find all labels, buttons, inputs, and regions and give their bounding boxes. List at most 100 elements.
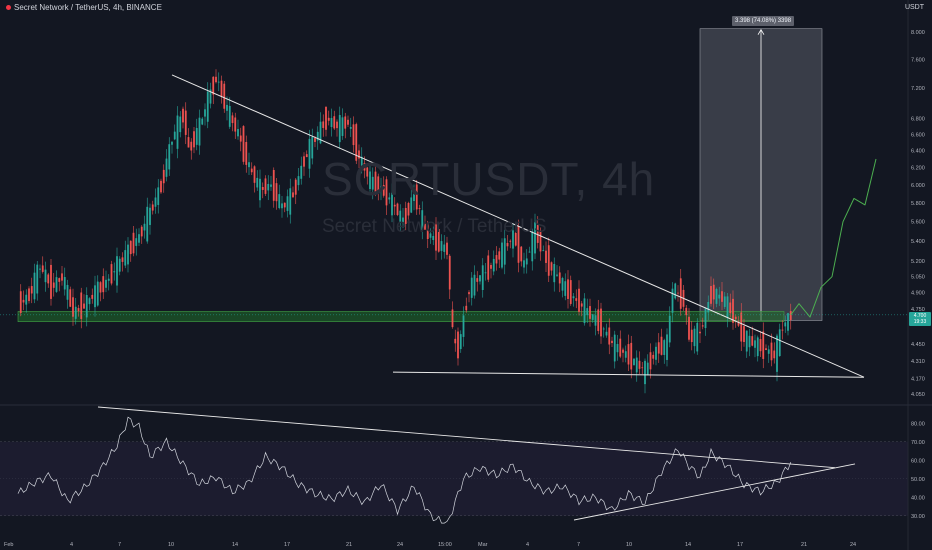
candle bbox=[638, 360, 641, 369]
candle bbox=[679, 278, 682, 309]
candle bbox=[74, 306, 77, 319]
price-tick-label: 5.800 bbox=[911, 201, 925, 207]
candle bbox=[311, 136, 314, 159]
candle bbox=[289, 188, 292, 215]
time-tick-label: 24 bbox=[397, 542, 403, 548]
candle bbox=[138, 234, 140, 243]
candle bbox=[338, 115, 341, 143]
candle bbox=[33, 272, 36, 300]
candle bbox=[635, 357, 638, 373]
candle bbox=[179, 116, 182, 133]
candle bbox=[308, 138, 311, 169]
price-tick-label: 7.200 bbox=[911, 86, 925, 92]
candle bbox=[363, 163, 366, 171]
time-tick-label: 14 bbox=[232, 542, 238, 548]
candle bbox=[509, 240, 512, 242]
candle bbox=[237, 129, 239, 137]
time-tick-label: 17 bbox=[284, 542, 290, 548]
candle bbox=[330, 117, 333, 127]
candle bbox=[569, 280, 572, 304]
candle bbox=[600, 308, 602, 337]
candle bbox=[135, 238, 138, 246]
time-tick-label: Feb bbox=[4, 542, 13, 548]
candle bbox=[704, 308, 707, 329]
time-tick-label: 24 bbox=[850, 542, 856, 548]
candle bbox=[657, 342, 660, 354]
candle bbox=[195, 127, 198, 145]
candle bbox=[776, 335, 778, 372]
candle bbox=[91, 294, 94, 299]
candle bbox=[536, 224, 539, 243]
candle bbox=[182, 108, 184, 123]
candle bbox=[127, 244, 129, 265]
candle bbox=[734, 316, 737, 320]
candle bbox=[322, 121, 325, 128]
candle bbox=[377, 176, 380, 194]
candle bbox=[366, 167, 369, 177]
rsi-line bbox=[17, 416, 792, 524]
candle bbox=[30, 286, 33, 294]
candle bbox=[399, 210, 402, 222]
candle bbox=[261, 186, 264, 190]
candle bbox=[253, 166, 256, 183]
candle bbox=[66, 284, 69, 300]
candle bbox=[619, 338, 622, 357]
price-tick-label: 4.900 bbox=[911, 291, 925, 297]
candle bbox=[580, 303, 583, 307]
candle bbox=[454, 338, 457, 344]
candle bbox=[778, 329, 781, 357]
candle bbox=[77, 308, 80, 312]
candle bbox=[767, 349, 770, 354]
candle bbox=[360, 156, 363, 171]
candle bbox=[729, 302, 732, 314]
candle bbox=[578, 288, 580, 312]
candle bbox=[666, 334, 668, 360]
candle bbox=[198, 117, 201, 146]
price-tick-label: 6.400 bbox=[911, 149, 925, 155]
candle bbox=[690, 329, 693, 343]
candle bbox=[168, 144, 171, 170]
candle bbox=[715, 288, 718, 304]
measure-label: 3.398 (74.08%) 3398 bbox=[732, 16, 795, 26]
price-tick-label: 4.750 bbox=[911, 307, 925, 313]
candle bbox=[393, 204, 396, 207]
candle bbox=[440, 241, 443, 251]
candle bbox=[344, 116, 347, 129]
candle bbox=[88, 298, 91, 305]
candle bbox=[473, 274, 476, 296]
candle bbox=[325, 106, 327, 130]
candle bbox=[41, 265, 44, 272]
candle bbox=[286, 196, 289, 211]
candle bbox=[36, 264, 39, 294]
candle bbox=[297, 176, 300, 186]
candle bbox=[39, 268, 41, 270]
candle bbox=[415, 184, 418, 210]
candle bbox=[413, 193, 415, 202]
candle bbox=[349, 127, 352, 129]
price-tick-label: 7.600 bbox=[911, 57, 925, 63]
symbol-header[interactable]: Secret Network / TetherUS, 4h, BINANCE bbox=[6, 3, 162, 12]
candle bbox=[740, 312, 743, 342]
candle bbox=[80, 292, 83, 319]
candle bbox=[567, 279, 569, 299]
candle bbox=[118, 258, 121, 272]
candle bbox=[437, 229, 440, 252]
candle bbox=[267, 183, 270, 191]
candle bbox=[699, 331, 701, 334]
candle bbox=[83, 303, 85, 309]
rsi-tick-label: 30.00 bbox=[911, 514, 925, 520]
candle bbox=[789, 311, 792, 320]
time-tick-label: 10 bbox=[168, 542, 174, 548]
candle bbox=[622, 349, 624, 353]
candle bbox=[611, 340, 613, 344]
candle bbox=[688, 316, 690, 340]
candle bbox=[396, 203, 399, 215]
rsi-band bbox=[0, 441, 908, 516]
candle bbox=[490, 265, 492, 269]
candles bbox=[19, 69, 792, 394]
candle bbox=[646, 362, 649, 376]
candle bbox=[209, 89, 212, 104]
candle bbox=[121, 257, 124, 262]
candle bbox=[418, 208, 421, 209]
